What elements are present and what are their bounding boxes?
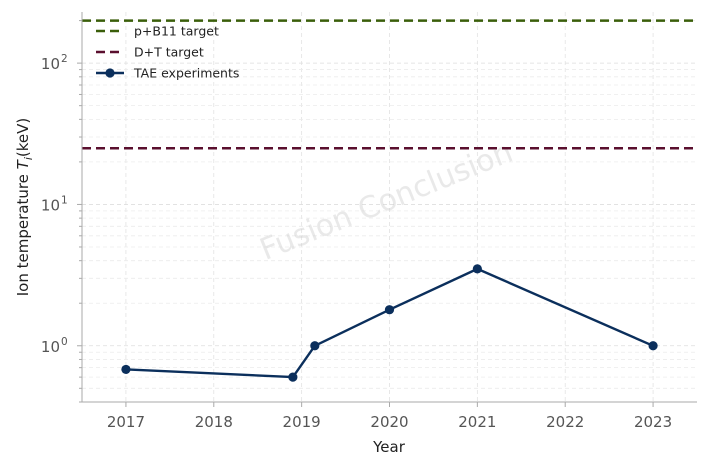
data-point — [288, 372, 298, 382]
y-axis-label-unit: (keV) — [14, 118, 32, 157]
x-tick-label: 2017 — [107, 413, 145, 431]
legend-swatch-marker — [105, 68, 115, 78]
y-axis-label-text: Ion temperature — [14, 174, 32, 296]
y-axis-label-subscript: i — [22, 157, 35, 160]
y-tick-exponent: 1 — [61, 194, 68, 206]
y-axis-label: Ion temperature Ti(keV) — [14, 118, 35, 297]
data-point — [310, 341, 320, 351]
y-tick-exponent: 0 — [61, 336, 68, 348]
y-tick-base: 10 — [41, 55, 60, 73]
x-tick-label: 2018 — [195, 413, 233, 431]
y-tick-label: 101 — [41, 194, 68, 214]
x-tick-label: 2022 — [546, 413, 584, 431]
legend-label: TAE experiments — [133, 66, 239, 81]
x-tick-label: 2019 — [283, 413, 321, 431]
data-series — [121, 264, 658, 382]
data-point — [472, 264, 482, 274]
y-tick-base: 10 — [41, 338, 60, 356]
x-axis-label: Year — [372, 438, 406, 456]
axes — [77, 12, 697, 407]
legend: p+B11 target D+T target TAE experiments — [96, 24, 239, 81]
x-tick-label: 2021 — [458, 413, 496, 431]
data-point — [121, 364, 131, 375]
legend-label: p+B11 target — [134, 24, 219, 39]
legend-label: D+T target — [134, 45, 204, 60]
y-tick-label: 102 — [41, 53, 68, 73]
watermark-text: Fusion Conclusion — [255, 135, 518, 268]
y-tick-base: 10 — [41, 196, 60, 214]
y-axis-label-symbol: T — [14, 158, 32, 169]
reference-lines — [82, 19, 697, 150]
series-line — [125, 267, 654, 379]
data-point — [648, 341, 658, 351]
y-tick-label: 100 — [41, 336, 68, 356]
y-tick-exponent: 2 — [61, 53, 68, 65]
x-tick-label: 2023 — [634, 413, 672, 431]
x-tick-label: 2020 — [370, 413, 408, 431]
x-tick-labels: 2017 2018 2019 2020 2021 2022 2023 — [107, 413, 672, 431]
data-point — [384, 305, 395, 315]
